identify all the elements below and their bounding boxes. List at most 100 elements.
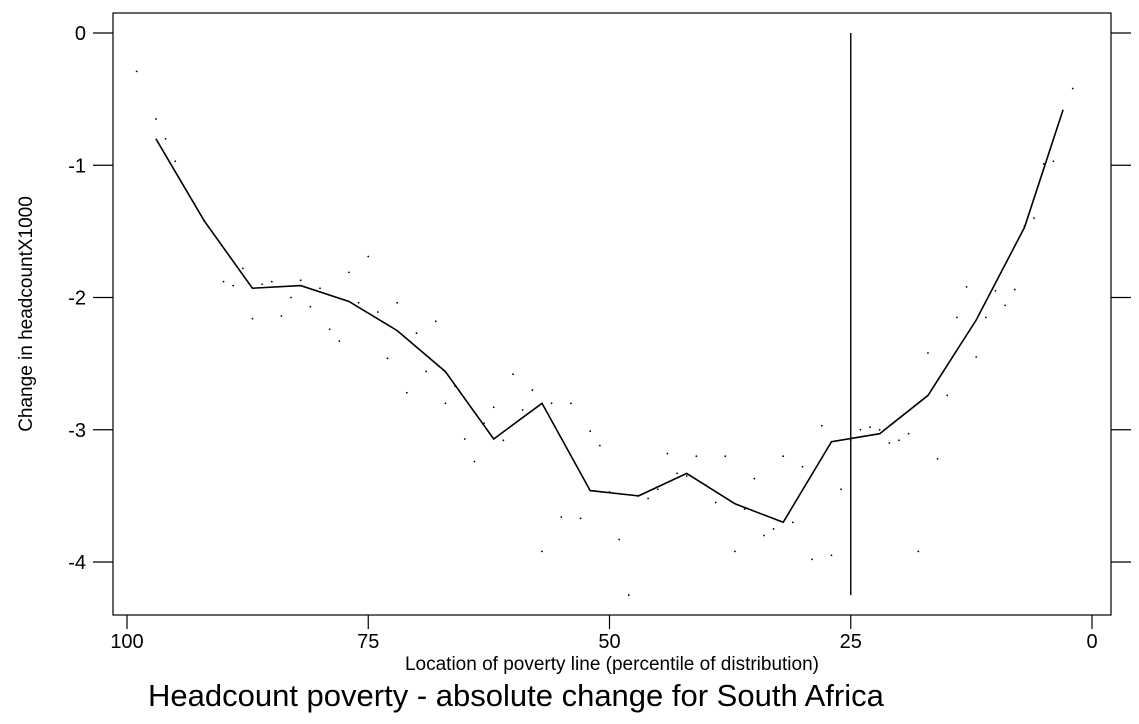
scatter-point	[222, 280, 225, 283]
scatter-point	[270, 280, 273, 283]
scatter-point	[502, 439, 505, 442]
scatter-point	[319, 287, 321, 290]
scatter-point	[753, 477, 756, 480]
scatter-point	[917, 550, 920, 553]
scatter-point	[1071, 87, 1074, 90]
x-ticks: 100 75 50 25 0	[110, 615, 1098, 653]
y-tick-label: 0	[75, 23, 86, 45]
scatter-point	[1042, 163, 1045, 165]
scatter-point	[695, 455, 698, 458]
x-tick-label: 100	[110, 631, 143, 653]
scatter-point	[444, 402, 447, 405]
scatter-point	[1004, 304, 1007, 307]
scatter-point	[888, 442, 891, 444]
scatter-point	[135, 70, 138, 73]
scatter-point	[521, 409, 524, 411]
scatter-point	[869, 426, 871, 429]
scatter-point	[598, 444, 601, 447]
y-tick-label: -1	[68, 155, 86, 177]
scatter-point	[811, 558, 814, 561]
scatter-point	[309, 305, 312, 308]
scatter-point	[290, 296, 292, 299]
scatter-point	[666, 452, 669, 455]
scatter-point	[618, 538, 621, 541]
x-tick-label: 50	[598, 631, 620, 653]
y-axis-title: Change in headcountX1000	[16, 196, 37, 432]
scatter-point	[405, 391, 408, 394]
scatter-point	[174, 160, 177, 163]
scatter-point	[570, 402, 572, 405]
scatter-point	[512, 373, 514, 376]
scatter-point	[261, 283, 263, 286]
scatter-point	[396, 301, 399, 304]
scatter-point	[898, 439, 900, 442]
scatter-point	[367, 255, 370, 258]
scatter-point	[984, 316, 987, 319]
scatter-point	[936, 457, 939, 460]
scatter-point	[1013, 288, 1016, 291]
smoothed-line	[155, 109, 1064, 524]
scatter-point	[251, 317, 254, 320]
scatter-point	[463, 438, 466, 440]
scatter-point	[975, 356, 978, 358]
scatter-point	[473, 460, 476, 463]
scatter-point	[685, 475, 688, 477]
scatter-points	[135, 70, 1074, 596]
scatter-point	[357, 301, 360, 304]
scatter-point	[763, 534, 765, 537]
scatter-point	[415, 332, 418, 335]
scatter-point	[550, 402, 553, 405]
x-tick-label: 25	[840, 631, 862, 653]
scatter-point	[801, 465, 804, 468]
scatter-point	[560, 516, 563, 518]
plot-frame	[112, 12, 1112, 616]
scatter-point	[241, 267, 244, 270]
scatter-point	[425, 370, 428, 373]
scatter-point	[579, 517, 582, 520]
scatter-point	[164, 137, 167, 140]
scatter-point	[348, 271, 350, 274]
scatter-point	[1052, 160, 1055, 163]
scatter-point	[743, 508, 746, 510]
y-tick-label: -4	[68, 552, 86, 574]
scatter-point	[589, 430, 592, 432]
y-tick-label: -2	[68, 288, 86, 310]
scatter-point	[782, 455, 785, 458]
scatter-point	[232, 284, 235, 287]
scatter-point	[830, 554, 833, 557]
scatter-point	[386, 357, 389, 360]
scatter-point	[541, 550, 543, 553]
y-ticks: 0 -1 -2 -3 -4	[68, 23, 1131, 574]
scatter-point	[377, 311, 379, 313]
scatter-point	[492, 406, 495, 409]
scatter-point	[434, 320, 437, 323]
scatter-point	[965, 286, 968, 288]
scatter-point	[994, 289, 997, 292]
scatter-point	[328, 328, 331, 331]
scatter-point	[878, 428, 881, 431]
scatter-point	[724, 455, 727, 458]
scatter-point	[956, 316, 958, 319]
scatter-point	[927, 352, 929, 354]
scatter-point	[859, 428, 862, 431]
scatter-point	[280, 315, 283, 317]
scatter-point	[627, 594, 630, 596]
scatter-point	[946, 394, 949, 397]
scatter-point	[531, 389, 534, 391]
scatter-point	[820, 424, 823, 427]
scatter-point	[840, 488, 842, 491]
scatter-point	[1033, 217, 1035, 220]
scatter-point	[772, 528, 775, 530]
x-tick-label: 75	[357, 631, 379, 653]
scatter-point	[338, 340, 341, 343]
scatter-point	[714, 501, 717, 504]
scatter-point	[299, 279, 302, 282]
scatter-point	[647, 497, 649, 500]
scatter-point	[734, 550, 736, 553]
x-axis-title: Location of poverty line (percentile of …	[405, 654, 819, 675]
scatter-point	[656, 488, 659, 491]
x-tick-label: 0	[1086, 631, 1097, 653]
scatter-point	[676, 472, 678, 475]
y-tick-label: -3	[68, 420, 86, 442]
